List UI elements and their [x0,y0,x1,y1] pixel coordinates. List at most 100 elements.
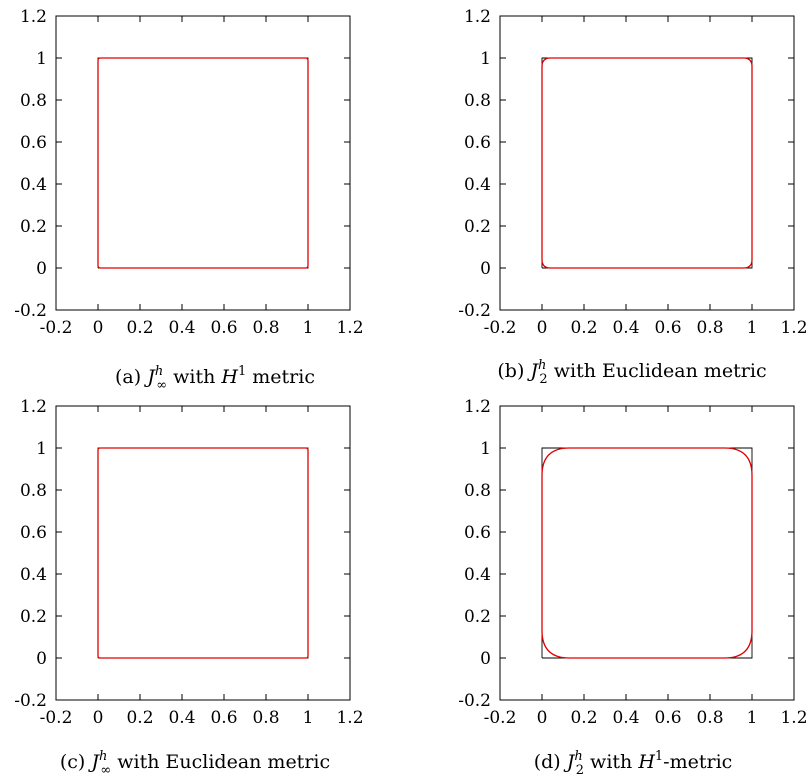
x-tick-label: 0.4 [612,318,639,338]
y-tick-label: 0.8 [464,481,491,501]
y-tick-label: 1 [36,439,47,459]
x-tick-label: 0 [93,318,104,338]
x-tick-label: -0.2 [40,708,73,728]
x-tick-label: 0.4 [168,708,195,728]
chart-panel-d: -0.2 0 0.2 0.4 0.6 0.8 1 1.2 -0.2 0 0.2 0.4 0.6 0.8 1 1… [458,397,807,778]
y-tick-label: 0.2 [20,607,47,627]
caption-subscript: 2 [576,763,584,778]
y-tick-label: 0.6 [20,133,47,153]
x-tick-label: 0.8 [696,708,723,728]
y-tick-label: -0.2 [14,301,47,321]
y-tick-label: -0.2 [458,691,491,711]
y-tick-label: 0.6 [464,523,491,543]
x-tick-label: 0 [93,708,104,728]
x-tick-label: 0.2 [570,318,597,338]
plot-frame [499,15,795,311]
y-tick-label: 1.2 [20,7,47,27]
x-tick-label: 0.2 [570,708,597,728]
caption-suffix: metric [246,366,315,388]
caption-metric-superscript: 1 [655,749,663,764]
caption-middle: with [167,366,221,388]
caption-middle: with Euclidean metric [111,751,330,773]
red-curve-series [541,447,753,659]
y-tick-label: 0 [480,259,491,279]
x-tick-label: 0.4 [168,318,195,338]
x-tick-label: 1 [303,318,314,338]
plot-frame [55,405,351,701]
caption-subscript: ∞ [156,378,167,393]
x-tick-label: 0.6 [654,708,681,728]
caption-symbol: J [143,366,156,388]
y-tick-label: 0.8 [20,91,47,111]
x-tick-label: -0.2 [484,318,517,338]
x-tick-label: 1.2 [780,708,807,728]
y-tick-label: 1.2 [464,397,491,417]
red-curve-series [97,447,309,659]
caption-prefix: (c) [60,751,92,773]
y-tick-label: 0.4 [20,565,47,585]
y-tick-label: 0.4 [464,175,491,195]
caption-suffix: -metric [663,751,732,773]
x-tick-label: 0.6 [654,318,681,338]
x-tick-label: 1 [303,708,314,728]
caption-prefix: (d) [534,751,567,773]
y-tick-label: 1.2 [464,7,491,27]
y-tick-label: 0.2 [20,217,47,237]
y-tick-label: 1 [36,49,47,69]
y-tick-label: 0.4 [20,175,47,195]
x-tick-label: 0.8 [252,318,279,338]
caption-symbol: J [563,751,576,773]
y-tick-label: 1 [480,49,491,69]
red-curve-series [97,57,309,269]
caption-d: (d) Jh 2 with H1-metric [534,749,733,778]
x-tick-label: 1.2 [336,708,363,728]
x-tick-label: 0.4 [612,708,639,728]
y-tick-label: 0 [36,259,47,279]
reference-square-series [541,447,753,659]
caption-subscript: 2 [539,372,547,387]
y-tick-label: -0.2 [14,691,47,711]
caption-middle: with [584,751,638,773]
y-tick-label: 0.8 [20,481,47,501]
y-tick-label: 0 [36,649,47,669]
y-tick-label: -0.2 [458,301,491,321]
x-tick-label: 1 [747,708,758,728]
reference-square-series [97,447,309,659]
x-tick-label: 0.8 [252,708,279,728]
x-tick-label: 1 [747,318,758,338]
plot-frame [55,15,351,311]
plot-frame [499,405,795,701]
caption-prefix: (b) [497,360,530,382]
caption-superscript: h [538,358,546,373]
x-tick-label: 0 [537,708,548,728]
caption-b: (b) Jh 2 with Euclidean metric [497,358,766,387]
x-tick-label: 1.2 [780,318,807,338]
chart-panel-c: -0.2 0 0.2 0.4 0.6 0.8 1 1.2 -0.2 0 0.2 0.4 0.6 0.8 1 1… [14,397,363,778]
caption-prefix: (a) [115,366,147,388]
red-curve-series [541,57,753,269]
y-tick-label: 0.2 [464,607,491,627]
x-tick-label: -0.2 [40,318,73,338]
x-tick-label: 1.2 [336,318,363,338]
caption-metric-superscript: 1 [238,364,246,379]
y-tick-label: 0.6 [464,133,491,153]
caption-symbol: J [87,751,100,773]
chart-panel-b: -0.2 0 0.2 0.4 0.6 0.8 1 1.2 -0.2 0 0.2 0.4 0.6 0.8 1 1… [458,7,807,387]
x-tick-label: 0 [537,318,548,338]
reference-square-series [541,57,753,269]
caption-superscript: h [99,749,107,764]
reference-square-series [97,57,309,269]
caption-middle: with Euclidean metric [548,360,767,382]
x-tick-label: -0.2 [484,708,517,728]
y-tick-label: 1 [480,439,491,459]
x-tick-label: 0.6 [210,708,237,728]
y-tick-label: 0 [480,649,491,669]
y-tick-label: 0.4 [464,565,491,585]
caption-c: (c) Jh ∞ with Euclidean metric [60,749,330,778]
chart-panel-a: -0.2 0 0.2 0.4 0.6 0.8 1 1.2 -0.2 0 0.2 0.4 0.6 0.8 1 1… [14,7,363,393]
caption-metric-symbol: H [220,366,238,388]
x-tick-label: 0.2 [126,708,153,728]
caption-subscript: ∞ [100,763,111,778]
y-tick-label: 1.2 [20,397,47,417]
